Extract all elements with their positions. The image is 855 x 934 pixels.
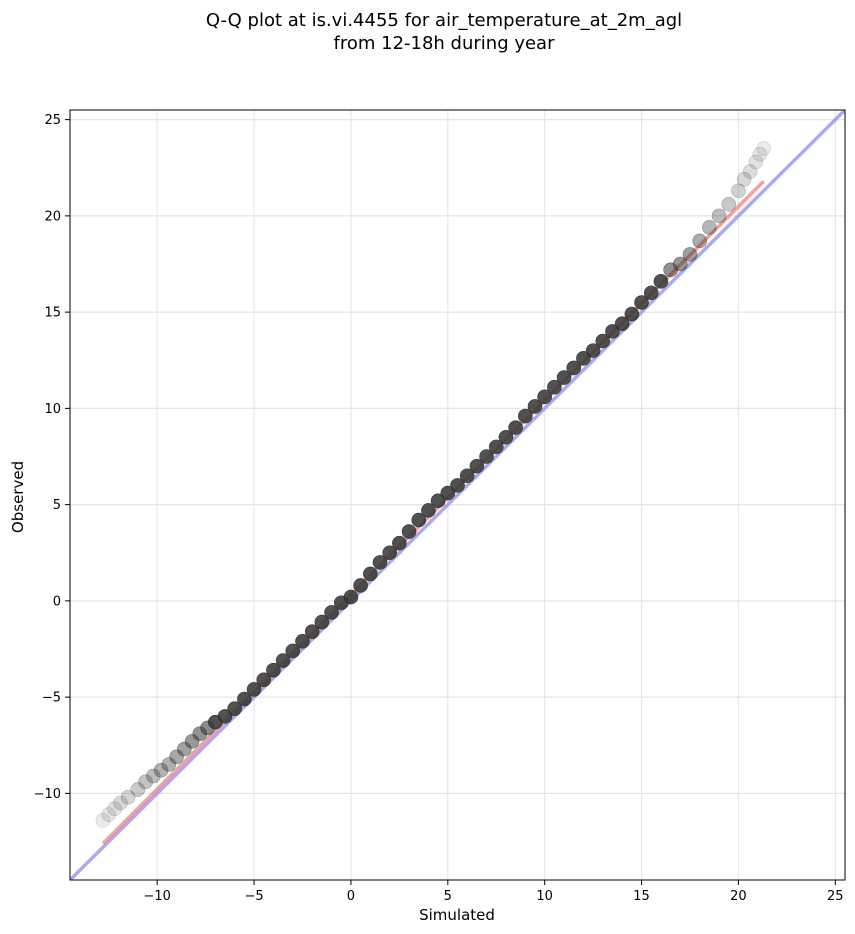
data-point — [237, 691, 252, 707]
data-point — [353, 578, 368, 593]
data-point — [372, 555, 388, 570]
data-points — [95, 141, 771, 828]
data-point — [169, 749, 184, 765]
data-point — [285, 643, 301, 659]
data-point — [566, 360, 582, 376]
data-point — [556, 370, 572, 385]
data-point — [95, 813, 111, 828]
data-point — [742, 164, 758, 179]
grid — [70, 110, 845, 880]
data-point — [508, 420, 523, 435]
data-point — [138, 774, 153, 790]
data-point — [692, 233, 707, 249]
data-point — [673, 256, 688, 272]
data-point — [256, 672, 272, 688]
data-point — [756, 141, 771, 156]
data-point — [614, 316, 630, 331]
data-point — [653, 274, 669, 289]
data-point — [643, 285, 659, 301]
data-point — [469, 458, 485, 474]
data-point — [324, 605, 339, 620]
x-tick-label: 25 — [827, 889, 844, 904]
data-point — [146, 768, 161, 784]
data-point — [527, 399, 543, 414]
data-point — [748, 154, 764, 170]
data-point — [130, 782, 146, 797]
data-point — [401, 524, 417, 539]
y-axis-label: Observed — [9, 461, 27, 533]
data-point — [537, 389, 552, 405]
data-point — [113, 795, 128, 811]
data-point — [440, 485, 456, 501]
reference-lines — [70, 110, 845, 880]
data-point — [721, 197, 737, 212]
data-point — [459, 468, 475, 484]
y-tick-label: 10 — [44, 402, 61, 417]
data-point — [217, 709, 233, 724]
y-tick-label: −10 — [34, 787, 61, 802]
data-point — [304, 624, 320, 639]
identity-line — [70, 110, 845, 880]
data-point — [518, 408, 533, 424]
data-point — [107, 801, 122, 817]
x-axis-label: Simulated — [419, 906, 495, 924]
x-tick-label: 0 — [347, 889, 355, 904]
x-tick-label: −10 — [143, 889, 170, 904]
data-point — [227, 701, 242, 716]
x-tick-label: 20 — [730, 889, 747, 904]
data-point — [682, 247, 698, 262]
data-point — [275, 653, 291, 668]
plot-frame — [69, 109, 846, 881]
data-point — [634, 295, 649, 310]
x-tick-label: 15 — [633, 889, 650, 904]
y-tick-label: 25 — [44, 113, 61, 128]
data-point — [101, 807, 117, 822]
data-point — [576, 351, 591, 366]
x-tick-label: 5 — [444, 889, 452, 904]
data-point — [161, 757, 177, 772]
data-point — [266, 662, 281, 678]
y-tick-label: 20 — [44, 209, 61, 224]
axis-ticks: −10 −5 0 5 10 15 20 25 −10 −5 0 5 10 15 20 25 — [34, 113, 844, 904]
data-point — [343, 589, 359, 605]
data-point — [411, 512, 427, 528]
data-point — [702, 220, 717, 235]
data-point — [450, 478, 465, 493]
data-point — [363, 566, 378, 582]
data-point — [498, 429, 514, 445]
data-point — [605, 324, 620, 339]
data-point — [736, 172, 752, 187]
x-tick-label: −5 — [244, 889, 263, 904]
data-point — [752, 146, 768, 162]
data-point — [430, 493, 446, 509]
data-point — [547, 379, 562, 395]
data-point — [153, 762, 169, 778]
data-point — [314, 614, 330, 630]
y-tick-label: 0 — [53, 594, 61, 609]
y-tick-label: −5 — [42, 691, 61, 706]
data-point — [479, 449, 494, 464]
data-point — [488, 439, 504, 455]
x-tick-label: 10 — [536, 889, 553, 904]
data-point — [595, 333, 611, 349]
data-point — [731, 183, 746, 199]
y-tick-label: 5 — [53, 498, 61, 513]
data-point — [246, 682, 262, 697]
data-point — [711, 208, 727, 224]
data-point — [624, 306, 640, 322]
y-tick-label: 15 — [44, 306, 61, 321]
data-point — [382, 545, 397, 561]
chart-title-line-2: from 12-18h during year — [334, 33, 556, 54]
data-point — [585, 343, 601, 358]
chart-title-line-1: Q-Q plot at is.vi.4455 for air_temperatu… — [206, 10, 682, 31]
data-point — [392, 535, 407, 551]
data-point — [120, 789, 136, 805]
data-point — [295, 633, 310, 649]
data-point — [421, 503, 436, 518]
